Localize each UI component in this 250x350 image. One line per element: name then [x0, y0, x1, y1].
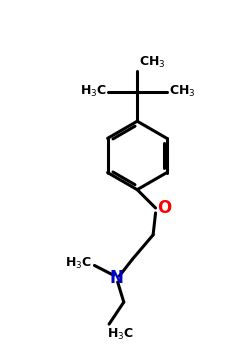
Text: CH$_3$: CH$_3$ — [139, 55, 166, 70]
Text: O: O — [158, 199, 172, 217]
Text: N: N — [110, 269, 124, 287]
Text: CH$_3$: CH$_3$ — [168, 84, 195, 99]
Text: H$_3$C: H$_3$C — [107, 327, 134, 342]
Text: H$_3$C: H$_3$C — [80, 84, 107, 99]
Text: H$_3$C: H$_3$C — [65, 256, 92, 271]
